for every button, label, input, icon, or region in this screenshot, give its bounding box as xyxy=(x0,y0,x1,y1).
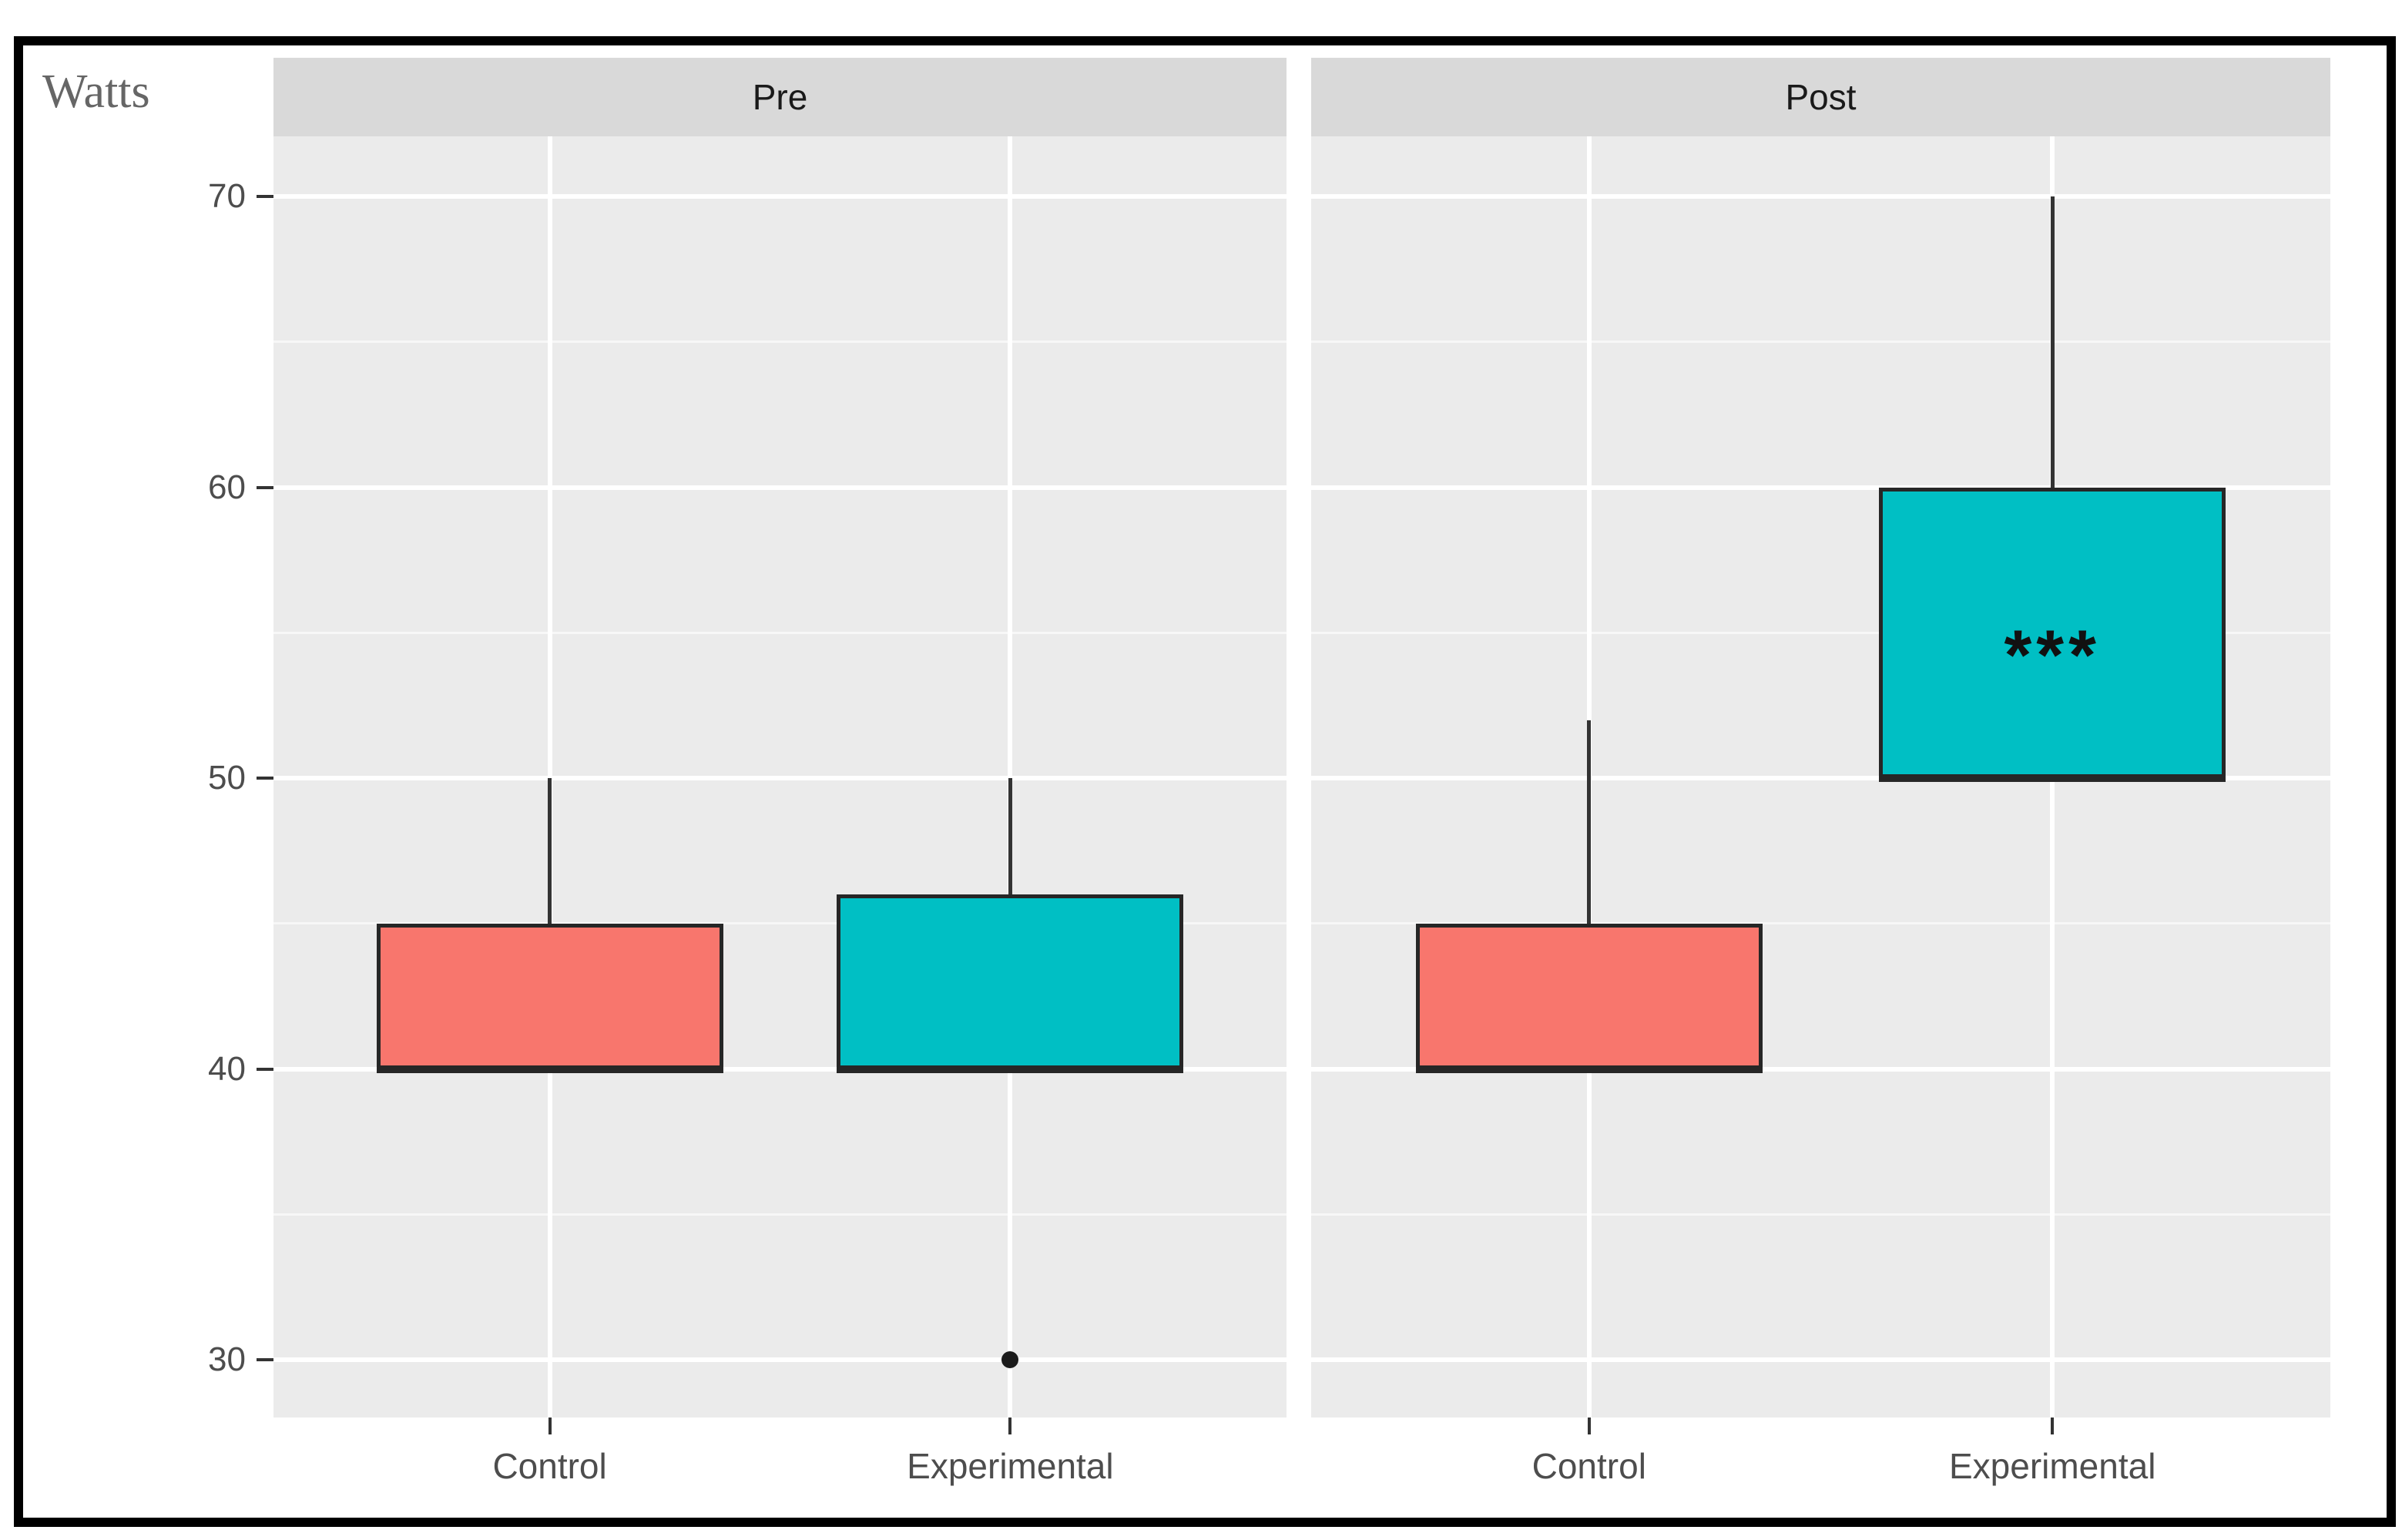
gridline-major xyxy=(273,485,1287,490)
box-post-experimental xyxy=(1879,487,2226,778)
median-line-post-experimental xyxy=(1879,774,2226,782)
x-tick-label-experimental: Experimental xyxy=(907,1446,1114,1486)
median-line-post-control xyxy=(1415,1065,1763,1073)
median-line-pre-control xyxy=(376,1065,723,1073)
x-tick-mark xyxy=(548,1418,552,1434)
y-tick-mark xyxy=(257,1358,273,1361)
gridline-major xyxy=(1311,776,2330,780)
box-pre-control xyxy=(376,923,723,1069)
facet-label: Post xyxy=(1785,77,1857,117)
y-tick-mark xyxy=(257,777,273,780)
significance-annotation: *** xyxy=(1879,592,2226,695)
gridline-major xyxy=(1311,485,2330,490)
y-tick-label-50: 50 xyxy=(208,759,246,797)
gridline-major xyxy=(273,1066,1287,1072)
gridline-major xyxy=(273,194,1287,199)
gridline-minor xyxy=(273,1213,1287,1216)
y-tick-mark xyxy=(257,195,273,198)
x-tick-mark xyxy=(2051,1418,2055,1434)
y-tick-mark xyxy=(257,1067,273,1071)
facet-label: Pre xyxy=(752,77,808,117)
gridline-minor xyxy=(1311,631,2330,634)
y-axis-title: Watts xyxy=(42,65,150,118)
gridline-major xyxy=(1311,194,2330,199)
whisker-upper-post-experimental xyxy=(2050,196,2055,488)
x-tick-label-control: Control xyxy=(1531,1446,1646,1486)
gridline-major xyxy=(1311,1357,2330,1362)
x-tick-mark xyxy=(1008,1418,1012,1434)
gridline-vertical xyxy=(1008,136,1013,1418)
gridline-major xyxy=(273,776,1287,780)
facet-strip-post: Post xyxy=(1311,58,2330,136)
gridline-minor xyxy=(1311,341,2330,344)
y-tick-label-60: 60 xyxy=(208,468,246,506)
x-tick-label-experimental: Experimental xyxy=(1948,1446,2156,1486)
median-line-pre-experimental xyxy=(837,1065,1184,1073)
gridline-minor xyxy=(273,631,1287,634)
facet-strip-pre: Pre xyxy=(273,58,1287,136)
gridline-minor xyxy=(1311,922,2330,925)
whisker-upper-pre-control xyxy=(548,778,552,924)
gridline-minor xyxy=(1311,1213,2330,1216)
box-post-control xyxy=(1415,923,1763,1069)
y-tick-mark xyxy=(257,485,273,489)
outlier-point-pre-experimental xyxy=(1001,1351,1019,1368)
gridline-minor xyxy=(273,341,1287,344)
gridline-major xyxy=(273,1357,1287,1362)
gridline-minor xyxy=(273,922,1287,925)
y-tick-label-70: 70 xyxy=(208,177,246,215)
whisker-upper-pre-experimental xyxy=(1008,778,1012,894)
gridline-major xyxy=(1311,1066,2330,1072)
y-tick-label-40: 40 xyxy=(208,1049,246,1088)
x-tick-mark xyxy=(1587,1418,1591,1434)
box-pre-experimental xyxy=(837,894,1184,1069)
significance-stars: *** xyxy=(2004,616,2101,695)
x-tick-label-control: Control xyxy=(492,1446,607,1486)
gridline-vertical xyxy=(547,136,552,1418)
y-tick-label-30: 30 xyxy=(208,1340,246,1378)
whisker-upper-post-control xyxy=(1587,720,1592,924)
